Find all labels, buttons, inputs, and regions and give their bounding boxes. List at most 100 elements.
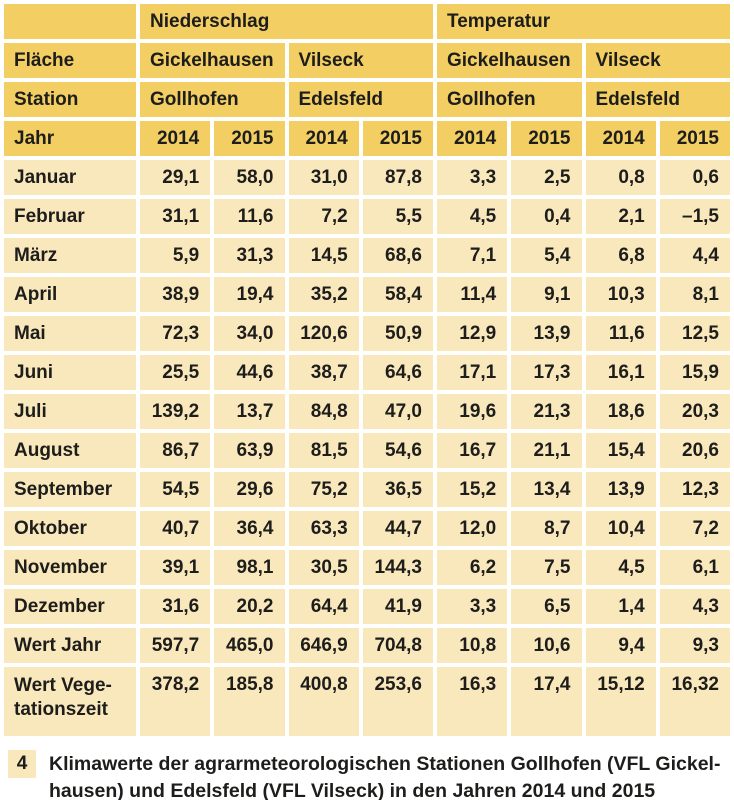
value-cell: 63,9 xyxy=(214,433,285,468)
value-cell: 15,9 xyxy=(659,355,730,390)
value-cell: 40,7 xyxy=(140,511,211,546)
table-row: Juli 139,2 13,7 84,8 47,0 19,6 21,3 18,6 20,3 xyxy=(4,394,730,429)
table-row: Februar 31,1 11,6 7,2 5,5 4,5 0,4 2,1 –1,5 xyxy=(4,199,730,234)
value-cell: 3,3 xyxy=(437,589,508,624)
value-cell: 16,1 xyxy=(585,355,656,390)
value-cell: 6,5 xyxy=(511,589,582,624)
station-row: Station Gollhofen Edelsfeld Gollhofen Ed… xyxy=(4,82,730,117)
value-cell: 19,4 xyxy=(214,277,285,312)
value-cell: 3,3 xyxy=(437,160,508,195)
table-row: April 38,9 19,4 35,2 58,4 11,4 9,1 10,3 8,1 xyxy=(4,277,730,312)
value-cell: 29,1 xyxy=(140,160,211,195)
value-cell: 10,3 xyxy=(585,277,656,312)
row-label-cell: Dezember xyxy=(4,589,136,624)
value-cell: 646,9 xyxy=(288,628,359,663)
value-cell: 5,9 xyxy=(140,238,211,273)
value-cell: 11,6 xyxy=(585,316,656,351)
value-cell: 64,4 xyxy=(288,589,359,624)
value-cell: 13,4 xyxy=(511,472,582,507)
corner-cell xyxy=(4,4,136,39)
value-cell: 68,6 xyxy=(362,238,433,273)
value-cell: 44,6 xyxy=(214,355,285,390)
row-label-cell: Mai xyxy=(4,316,136,351)
value-cell: 81,5 xyxy=(288,433,359,468)
flaeche-cell: Vilseck xyxy=(288,43,433,78)
value-cell: 12,3 xyxy=(659,472,730,507)
value-cell: 50,9 xyxy=(362,316,433,351)
value-cell: 8,7 xyxy=(511,511,582,546)
value-cell: –1,5 xyxy=(659,199,730,234)
year-cell: 2015 xyxy=(214,121,285,156)
table-row: Oktober 40,7 36,4 63,3 44,7 12,0 8,7 10,4 7,2 xyxy=(4,511,730,546)
row-label-cell: Wert Vege- tationszeit xyxy=(4,667,136,736)
value-cell: 20,6 xyxy=(659,433,730,468)
value-cell: 597,7 xyxy=(140,628,211,663)
station-cell: Gollhofen xyxy=(437,82,582,117)
value-cell: 14,5 xyxy=(288,238,359,273)
value-cell: 378,2 xyxy=(140,667,211,736)
row-label-cell: August xyxy=(4,433,136,468)
station-row-label: Station xyxy=(4,82,136,117)
value-cell: 30,5 xyxy=(288,550,359,585)
value-cell: 29,6 xyxy=(214,472,285,507)
value-cell: 25,5 xyxy=(140,355,211,390)
year-cell: 2014 xyxy=(288,121,359,156)
value-cell: 4,5 xyxy=(437,199,508,234)
flaeche-cell: Gickelhausen xyxy=(437,43,582,78)
value-cell: 38,9 xyxy=(140,277,211,312)
flaeche-cell: Vilseck xyxy=(585,43,730,78)
value-cell: 15,2 xyxy=(437,472,508,507)
value-cell: 0,8 xyxy=(585,160,656,195)
year-cell: 2015 xyxy=(362,121,433,156)
value-cell: 20,3 xyxy=(659,394,730,429)
value-cell: 253,6 xyxy=(362,667,433,736)
value-cell: 9,4 xyxy=(585,628,656,663)
value-cell: 47,0 xyxy=(362,394,433,429)
value-cell: 12,5 xyxy=(659,316,730,351)
table-row: September 54,5 29,6 75,2 36,5 15,2 13,4 13,9 12,… xyxy=(4,472,730,507)
year-cell: 2014 xyxy=(140,121,211,156)
value-cell: 1,4 xyxy=(585,589,656,624)
row-label-cell: Wert Jahr xyxy=(4,628,136,663)
row-label-cell: November xyxy=(4,550,136,585)
value-cell: 4,3 xyxy=(659,589,730,624)
value-cell: 36,5 xyxy=(362,472,433,507)
flaeche-cell: Gickelhausen xyxy=(140,43,285,78)
value-cell: 54,6 xyxy=(362,433,433,468)
value-cell: 7,2 xyxy=(659,511,730,546)
value-cell: 2,5 xyxy=(511,160,582,195)
value-cell: 7,5 xyxy=(511,550,582,585)
value-cell: 98,1 xyxy=(214,550,285,585)
value-cell: 0,6 xyxy=(659,160,730,195)
table-row: Mai 72,3 34,0 120,6 50,9 12,9 13,9 11,6 12,5 xyxy=(4,316,730,351)
table-row: März 5,9 31,3 14,5 68,6 7,1 5,4 6,8 4,4 xyxy=(4,238,730,273)
year-cell: 2014 xyxy=(437,121,508,156)
value-cell: 13,9 xyxy=(585,472,656,507)
year-cell: 2015 xyxy=(659,121,730,156)
group-header-row: Niederschlag Temperatur xyxy=(4,4,730,39)
value-cell: 17,4 xyxy=(511,667,582,736)
table-row: August 86,7 63,9 81,5 54,6 16,7 21,1 15,4 20,6 xyxy=(4,433,730,468)
value-cell: 11,6 xyxy=(214,199,285,234)
jahr-row-label: Jahr xyxy=(4,121,136,156)
value-cell: 86,7 xyxy=(140,433,211,468)
value-cell: 6,2 xyxy=(437,550,508,585)
value-cell: 17,1 xyxy=(437,355,508,390)
value-cell: 39,1 xyxy=(140,550,211,585)
value-cell: 6,1 xyxy=(659,550,730,585)
value-cell: 9,3 xyxy=(659,628,730,663)
table-header: Niederschlag Temperatur Fläche Gickelhau… xyxy=(4,4,730,156)
value-cell: 704,8 xyxy=(362,628,433,663)
value-cell: 31,6 xyxy=(140,589,211,624)
value-cell: 13,9 xyxy=(511,316,582,351)
value-cell: 16,7 xyxy=(437,433,508,468)
table-row: Wert Vege- tationszeit 378,2 185,8 400,8 253… xyxy=(4,667,730,736)
value-cell: 54,5 xyxy=(140,472,211,507)
station-cell: Edelsfeld xyxy=(288,82,433,117)
value-cell: 10,4 xyxy=(585,511,656,546)
value-cell: 34,0 xyxy=(214,316,285,351)
value-cell: 38,7 xyxy=(288,355,359,390)
row-label-cell: April xyxy=(4,277,136,312)
table-row: Januar 29,1 58,0 31,0 87,8 3,3 2,5 0,8 0,6 xyxy=(4,160,730,195)
value-cell: 7,2 xyxy=(288,199,359,234)
